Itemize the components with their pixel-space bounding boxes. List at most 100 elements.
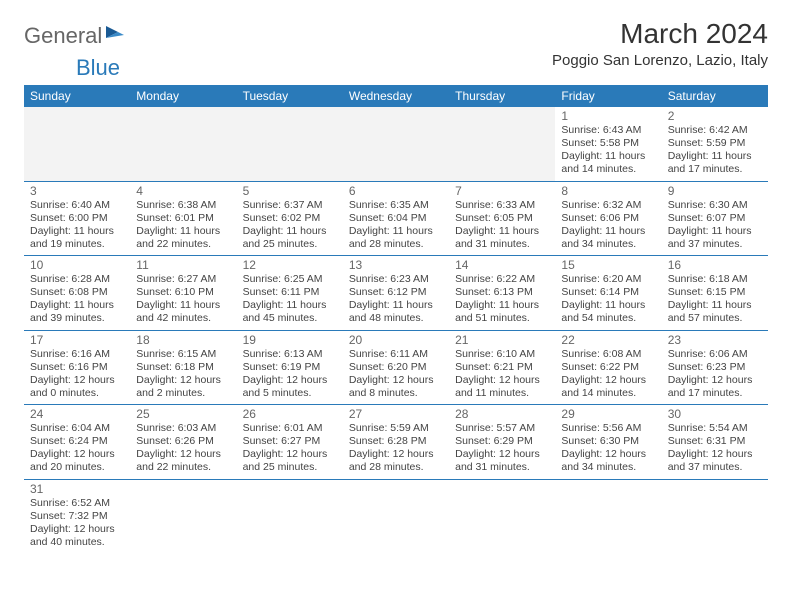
sunrise-text: Sunrise: 6:01 AM	[243, 422, 337, 435]
flag-icon	[104, 22, 126, 50]
sunrise-text: Sunrise: 6:03 AM	[136, 422, 230, 435]
day-number: 31	[30, 482, 124, 497]
day-number: 3	[30, 184, 124, 199]
day-number: 15	[561, 258, 655, 273]
calendar-row: 17Sunrise: 6:16 AMSunset: 6:16 PMDayligh…	[24, 330, 768, 405]
weekday-header: Monday	[130, 85, 236, 107]
calendar-cell: 19Sunrise: 6:13 AMSunset: 6:19 PMDayligh…	[237, 330, 343, 405]
sunrise-text: Sunrise: 6:33 AM	[455, 199, 549, 212]
daylight-text: Daylight: 12 hours and 0 minutes.	[30, 374, 124, 400]
sunset-text: Sunset: 6:28 PM	[349, 435, 443, 448]
daylight-text: Daylight: 11 hours and 54 minutes.	[561, 299, 655, 325]
sunrise-text: Sunrise: 6:11 AM	[349, 348, 443, 361]
sunset-text: Sunset: 6:23 PM	[668, 361, 762, 374]
sunset-text: Sunset: 6:19 PM	[243, 361, 337, 374]
weekday-header: Tuesday	[237, 85, 343, 107]
daylight-text: Daylight: 11 hours and 31 minutes.	[455, 225, 549, 251]
sunset-text: Sunset: 6:21 PM	[455, 361, 549, 374]
calendar-cell: 15Sunrise: 6:20 AMSunset: 6:14 PMDayligh…	[555, 256, 661, 331]
calendar-cell: 16Sunrise: 6:18 AMSunset: 6:15 PMDayligh…	[662, 256, 768, 331]
daylight-text: Daylight: 12 hours and 37 minutes.	[668, 448, 762, 474]
weekday-header: Thursday	[449, 85, 555, 107]
sunrise-text: Sunrise: 5:59 AM	[349, 422, 443, 435]
daylight-text: Daylight: 11 hours and 42 minutes.	[136, 299, 230, 325]
daylight-text: Daylight: 12 hours and 20 minutes.	[30, 448, 124, 474]
calendar-cell: 20Sunrise: 6:11 AMSunset: 6:20 PMDayligh…	[343, 330, 449, 405]
calendar-cell	[343, 107, 449, 181]
sunset-text: Sunset: 6:27 PM	[243, 435, 337, 448]
sunrise-text: Sunrise: 6:06 AM	[668, 348, 762, 361]
calendar-cell	[130, 479, 236, 553]
daylight-text: Daylight: 12 hours and 25 minutes.	[243, 448, 337, 474]
sunrise-text: Sunrise: 5:57 AM	[455, 422, 549, 435]
sunrise-text: Sunrise: 6:37 AM	[243, 199, 337, 212]
day-number: 20	[349, 333, 443, 348]
calendar-body: 1Sunrise: 6:43 AMSunset: 5:58 PMDaylight…	[24, 107, 768, 553]
calendar-cell: 17Sunrise: 6:16 AMSunset: 6:16 PMDayligh…	[24, 330, 130, 405]
calendar-cell: 25Sunrise: 6:03 AMSunset: 6:26 PMDayligh…	[130, 405, 236, 480]
day-number: 19	[243, 333, 337, 348]
day-number: 30	[668, 407, 762, 422]
day-number: 12	[243, 258, 337, 273]
day-number: 10	[30, 258, 124, 273]
calendar-cell: 1Sunrise: 6:43 AMSunset: 5:58 PMDaylight…	[555, 107, 661, 181]
sunset-text: Sunset: 6:26 PM	[136, 435, 230, 448]
sunrise-text: Sunrise: 6:40 AM	[30, 199, 124, 212]
daylight-text: Daylight: 12 hours and 22 minutes.	[136, 448, 230, 474]
day-number: 23	[668, 333, 762, 348]
daylight-text: Daylight: 11 hours and 14 minutes.	[561, 150, 655, 176]
calendar-row: 31Sunrise: 6:52 AMSunset: 7:32 PMDayligh…	[24, 479, 768, 553]
day-number: 24	[30, 407, 124, 422]
sunrise-text: Sunrise: 6:30 AM	[668, 199, 762, 212]
day-number: 11	[136, 258, 230, 273]
daylight-text: Daylight: 11 hours and 28 minutes.	[349, 225, 443, 251]
sunset-text: Sunset: 6:06 PM	[561, 212, 655, 225]
calendar-cell: 22Sunrise: 6:08 AMSunset: 6:22 PMDayligh…	[555, 330, 661, 405]
calendar-cell	[662, 479, 768, 553]
sunrise-text: Sunrise: 6:42 AM	[668, 124, 762, 137]
sunset-text: Sunset: 6:07 PM	[668, 212, 762, 225]
calendar-cell	[449, 107, 555, 181]
daylight-text: Daylight: 11 hours and 19 minutes.	[30, 225, 124, 251]
day-number: 1	[561, 109, 655, 124]
sunrise-text: Sunrise: 6:15 AM	[136, 348, 230, 361]
day-number: 14	[455, 258, 549, 273]
daylight-text: Daylight: 11 hours and 48 minutes.	[349, 299, 443, 325]
calendar-row: 24Sunrise: 6:04 AMSunset: 6:24 PMDayligh…	[24, 405, 768, 480]
calendar-cell: 28Sunrise: 5:57 AMSunset: 6:29 PMDayligh…	[449, 405, 555, 480]
day-number: 27	[349, 407, 443, 422]
weekday-header: Sunday	[24, 85, 130, 107]
calendar-cell	[130, 107, 236, 181]
sunrise-text: Sunrise: 6:08 AM	[561, 348, 655, 361]
calendar-cell	[24, 107, 130, 181]
sunset-text: Sunset: 6:12 PM	[349, 286, 443, 299]
sunset-text: Sunset: 6:00 PM	[30, 212, 124, 225]
daylight-text: Daylight: 12 hours and 5 minutes.	[243, 374, 337, 400]
calendar-table: Sunday Monday Tuesday Wednesday Thursday…	[24, 85, 768, 553]
daylight-text: Daylight: 11 hours and 37 minutes.	[668, 225, 762, 251]
calendar-cell: 14Sunrise: 6:22 AMSunset: 6:13 PMDayligh…	[449, 256, 555, 331]
sunset-text: Sunset: 6:04 PM	[349, 212, 443, 225]
calendar-cell	[555, 479, 661, 553]
daylight-text: Daylight: 11 hours and 17 minutes.	[668, 150, 762, 176]
sunset-text: Sunset: 5:58 PM	[561, 137, 655, 150]
calendar-cell	[343, 479, 449, 553]
calendar-row: 1Sunrise: 6:43 AMSunset: 5:58 PMDaylight…	[24, 107, 768, 181]
daylight-text: Daylight: 11 hours and 45 minutes.	[243, 299, 337, 325]
calendar-cell: 24Sunrise: 6:04 AMSunset: 6:24 PMDayligh…	[24, 405, 130, 480]
calendar-cell	[237, 107, 343, 181]
logo-text-blue: Blue	[76, 55, 792, 81]
calendar-row: 10Sunrise: 6:28 AMSunset: 6:08 PMDayligh…	[24, 256, 768, 331]
calendar-cell: 30Sunrise: 5:54 AMSunset: 6:31 PMDayligh…	[662, 405, 768, 480]
calendar-cell: 27Sunrise: 5:59 AMSunset: 6:28 PMDayligh…	[343, 405, 449, 480]
calendar-cell: 31Sunrise: 6:52 AMSunset: 7:32 PMDayligh…	[24, 479, 130, 553]
day-number: 18	[136, 333, 230, 348]
logo-text-general: General	[24, 23, 102, 49]
daylight-text: Daylight: 12 hours and 14 minutes.	[561, 374, 655, 400]
sunset-text: Sunset: 6:16 PM	[30, 361, 124, 374]
calendar-cell: 26Sunrise: 6:01 AMSunset: 6:27 PMDayligh…	[237, 405, 343, 480]
weekday-header: Friday	[555, 85, 661, 107]
daylight-text: Daylight: 11 hours and 57 minutes.	[668, 299, 762, 325]
day-number: 21	[455, 333, 549, 348]
day-number: 29	[561, 407, 655, 422]
